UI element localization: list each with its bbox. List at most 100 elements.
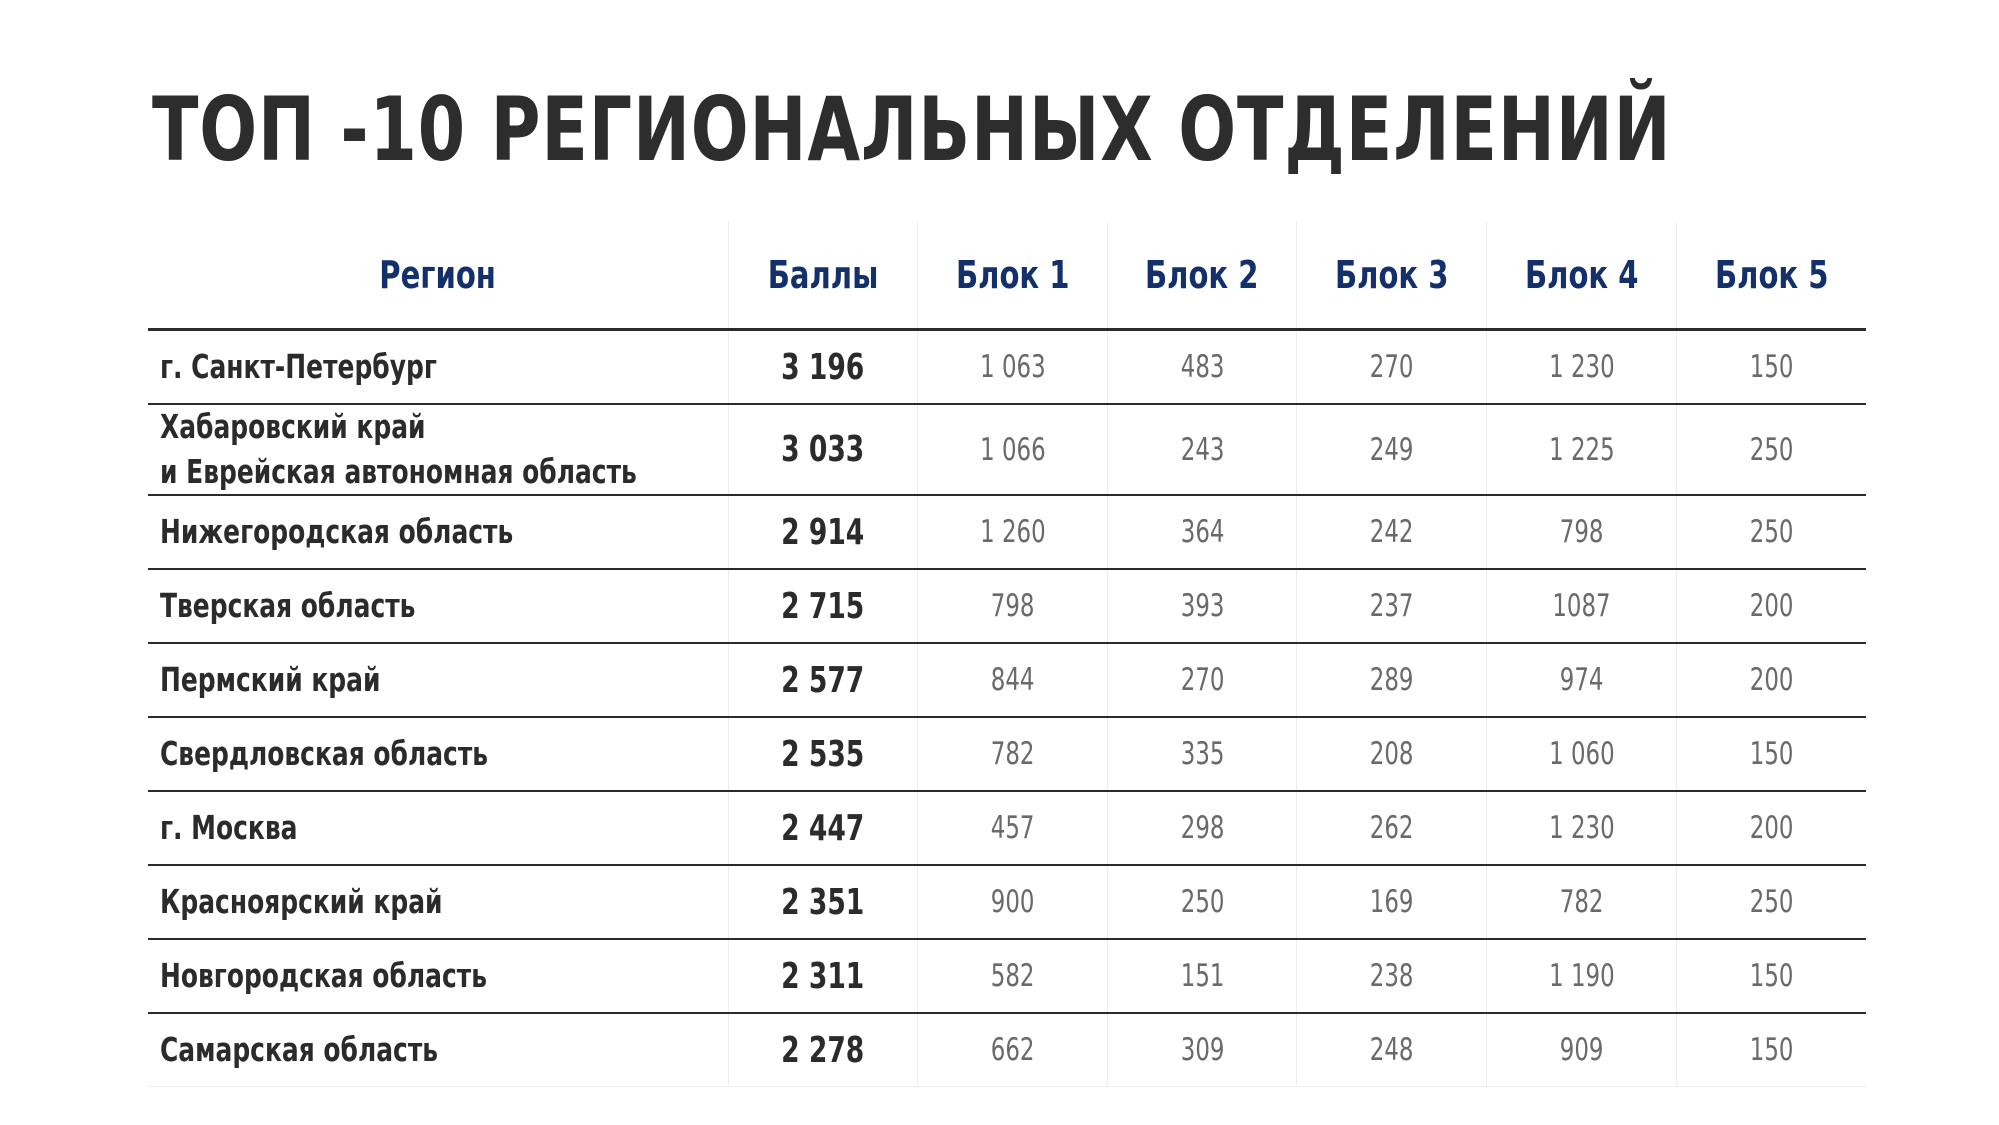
region-name-line: Свердловская область — [160, 733, 489, 773]
block-5-cell: 250 — [1676, 865, 1866, 941]
score-cell: 2 914 — [728, 495, 919, 571]
block-3-cell: 238 — [1296, 939, 1488, 1015]
block-1-cell: 662 — [917, 1013, 1108, 1088]
score-cell: 2 577 — [728, 643, 919, 719]
block-4-cell: 1 190 — [1486, 939, 1677, 1015]
ranking-table: Регион Баллы Блок 1 Блок 2 Блок 3 Блок 4… — [148, 222, 1866, 1088]
header-score: Баллы — [728, 222, 919, 331]
region-cell: Хабаровский край и Еврейская автономная о… — [148, 404, 729, 497]
block-4-cell: 1 230 — [1486, 791, 1677, 867]
block-2-cell: 483 — [1107, 329, 1298, 405]
block-2-cell: 250 — [1107, 865, 1298, 941]
region-cell: г. Москва — [148, 791, 729, 867]
header-region: Регион — [148, 222, 729, 331]
region-name-line: г. Санкт-Петербург — [160, 346, 437, 386]
block-2-cell: 151 — [1107, 939, 1298, 1015]
score-cell: 2 535 — [728, 717, 919, 793]
block-2-cell: 243 — [1107, 404, 1298, 497]
block-3-cell: 289 — [1296, 643, 1488, 719]
block-5-cell: 200 — [1676, 569, 1866, 645]
table-row: Тверская область 2 715 798 393 237 1087 200 — [148, 569, 1866, 645]
block-4-cell: 782 — [1486, 865, 1677, 941]
region-cell: Красноярский край — [148, 865, 729, 941]
table-header: Регион Баллы Блок 1 Блок 2 Блок 3 Блок 4… — [148, 222, 1866, 331]
block-2-cell: 298 — [1107, 791, 1298, 867]
region-cell: Пермский край — [148, 643, 729, 719]
region-cell: Новгородская область — [148, 939, 729, 1015]
block-1-cell: 582 — [917, 939, 1108, 1015]
block-4-cell: 1 230 — [1486, 329, 1677, 405]
region-name-line: Пермский край — [160, 659, 381, 699]
page-title: ТОП -10 РЕГИОНАЛЬНЫХ ОТДЕЛЕНИЙ — [152, 78, 1672, 181]
block-2-cell: 393 — [1107, 569, 1298, 645]
region-name-line: и Еврейская автономная область — [160, 451, 637, 491]
table-row: Хабаровский край и Еврейская автономная о… — [148, 404, 1866, 497]
region-cell: Самарская область — [148, 1013, 729, 1088]
block-5-cell: 250 — [1676, 404, 1866, 497]
block-5-cell: 200 — [1676, 791, 1866, 867]
block-2-cell: 335 — [1107, 717, 1298, 793]
block-2-cell: 309 — [1107, 1013, 1298, 1088]
block-3-cell: 169 — [1296, 865, 1488, 941]
header-row: Регион Баллы Блок 1 Блок 2 Блок 3 Блок 4… — [148, 222, 1866, 331]
block-4-cell: 798 — [1486, 495, 1677, 571]
score-cell: 2 311 — [728, 939, 919, 1015]
block-5-cell: 250 — [1676, 495, 1866, 571]
block-4-cell: 909 — [1486, 1013, 1677, 1088]
block-1-cell: 900 — [917, 865, 1108, 941]
block-1-cell: 782 — [917, 717, 1108, 793]
region-cell: Тверская область — [148, 569, 729, 645]
header-block-1: Блок 1 — [917, 222, 1108, 331]
block-5-cell: 150 — [1676, 329, 1866, 405]
block-4-cell: 974 — [1486, 643, 1677, 719]
table-row: Красноярский край 2 351 900 250 169 782 250 — [148, 865, 1866, 941]
region-name-line: Тверская область — [160, 585, 416, 625]
block-3-cell: 242 — [1296, 495, 1488, 571]
block-4-cell: 1087 — [1486, 569, 1677, 645]
block-3-cell: 249 — [1296, 404, 1488, 497]
block-1-cell: 1 063 — [917, 329, 1108, 405]
table-row: Самарская область 2 278 662 309 248 909 150 — [148, 1013, 1866, 1088]
table-row: Новгородская область 2 311 582 151 238 1 190 1… — [148, 939, 1866, 1015]
block-1-cell: 798 — [917, 569, 1108, 645]
region-name-line: Красноярский край — [160, 881, 443, 921]
region-name-line: Нижегородская область — [160, 511, 514, 551]
table-row: Свердловская область 2 535 782 335 208 1 060 1… — [148, 717, 1866, 793]
region-cell: Свердловская область — [148, 717, 729, 793]
region-name-line: Новгородская область — [160, 955, 487, 995]
block-1-cell: 1 066 — [917, 404, 1108, 497]
block-4-cell: 1 225 — [1486, 404, 1677, 497]
block-3-cell: 270 — [1296, 329, 1488, 405]
block-3-cell: 248 — [1296, 1013, 1488, 1088]
table-row: Пермский край 2 577 844 270 289 974 200 — [148, 643, 1866, 719]
table-body: г. Санкт-Петербург 3 196 1 063 483 270 1 230 1… — [148, 329, 1866, 1088]
block-5-cell: 150 — [1676, 717, 1866, 793]
score-cell: 2 447 — [728, 791, 919, 867]
block-2-cell: 364 — [1107, 495, 1298, 571]
block-1-cell: 457 — [917, 791, 1108, 867]
block-5-cell: 150 — [1676, 1013, 1866, 1088]
region-name-line: Самарская область — [160, 1029, 439, 1069]
region-name-line: Хабаровский край — [160, 407, 426, 446]
region-cell: Нижегородская область — [148, 495, 729, 571]
score-cell: 3 196 — [728, 329, 919, 405]
table-row: г. Москва 2 447 457 298 262 1 230 200 — [148, 791, 1866, 867]
score-cell: 2 278 — [728, 1013, 919, 1088]
score-cell: 3 033 — [728, 404, 919, 497]
region-cell: г. Санкт-Петербург — [148, 329, 729, 405]
table-row: г. Санкт-Петербург 3 196 1 063 483 270 1 230 1… — [148, 329, 1866, 405]
block-3-cell: 237 — [1296, 569, 1488, 645]
block-4-cell: 1 060 — [1486, 717, 1677, 793]
header-block-3: Блок 3 — [1296, 222, 1488, 331]
region-name-line: г. Москва — [160, 807, 298, 847]
header-block-2: Блок 2 — [1107, 222, 1298, 331]
score-cell: 2 351 — [728, 865, 919, 941]
score-cell: 2 715 — [728, 569, 919, 645]
header-block-5: Блок 5 — [1676, 222, 1866, 331]
header-block-4: Блок 4 — [1486, 222, 1677, 331]
block-1-cell: 844 — [917, 643, 1108, 719]
table-row: Нижегородская область 2 914 1 260 364 242 798… — [148, 495, 1866, 571]
block-2-cell: 270 — [1107, 643, 1298, 719]
block-3-cell: 208 — [1296, 717, 1488, 793]
block-5-cell: 200 — [1676, 643, 1866, 719]
